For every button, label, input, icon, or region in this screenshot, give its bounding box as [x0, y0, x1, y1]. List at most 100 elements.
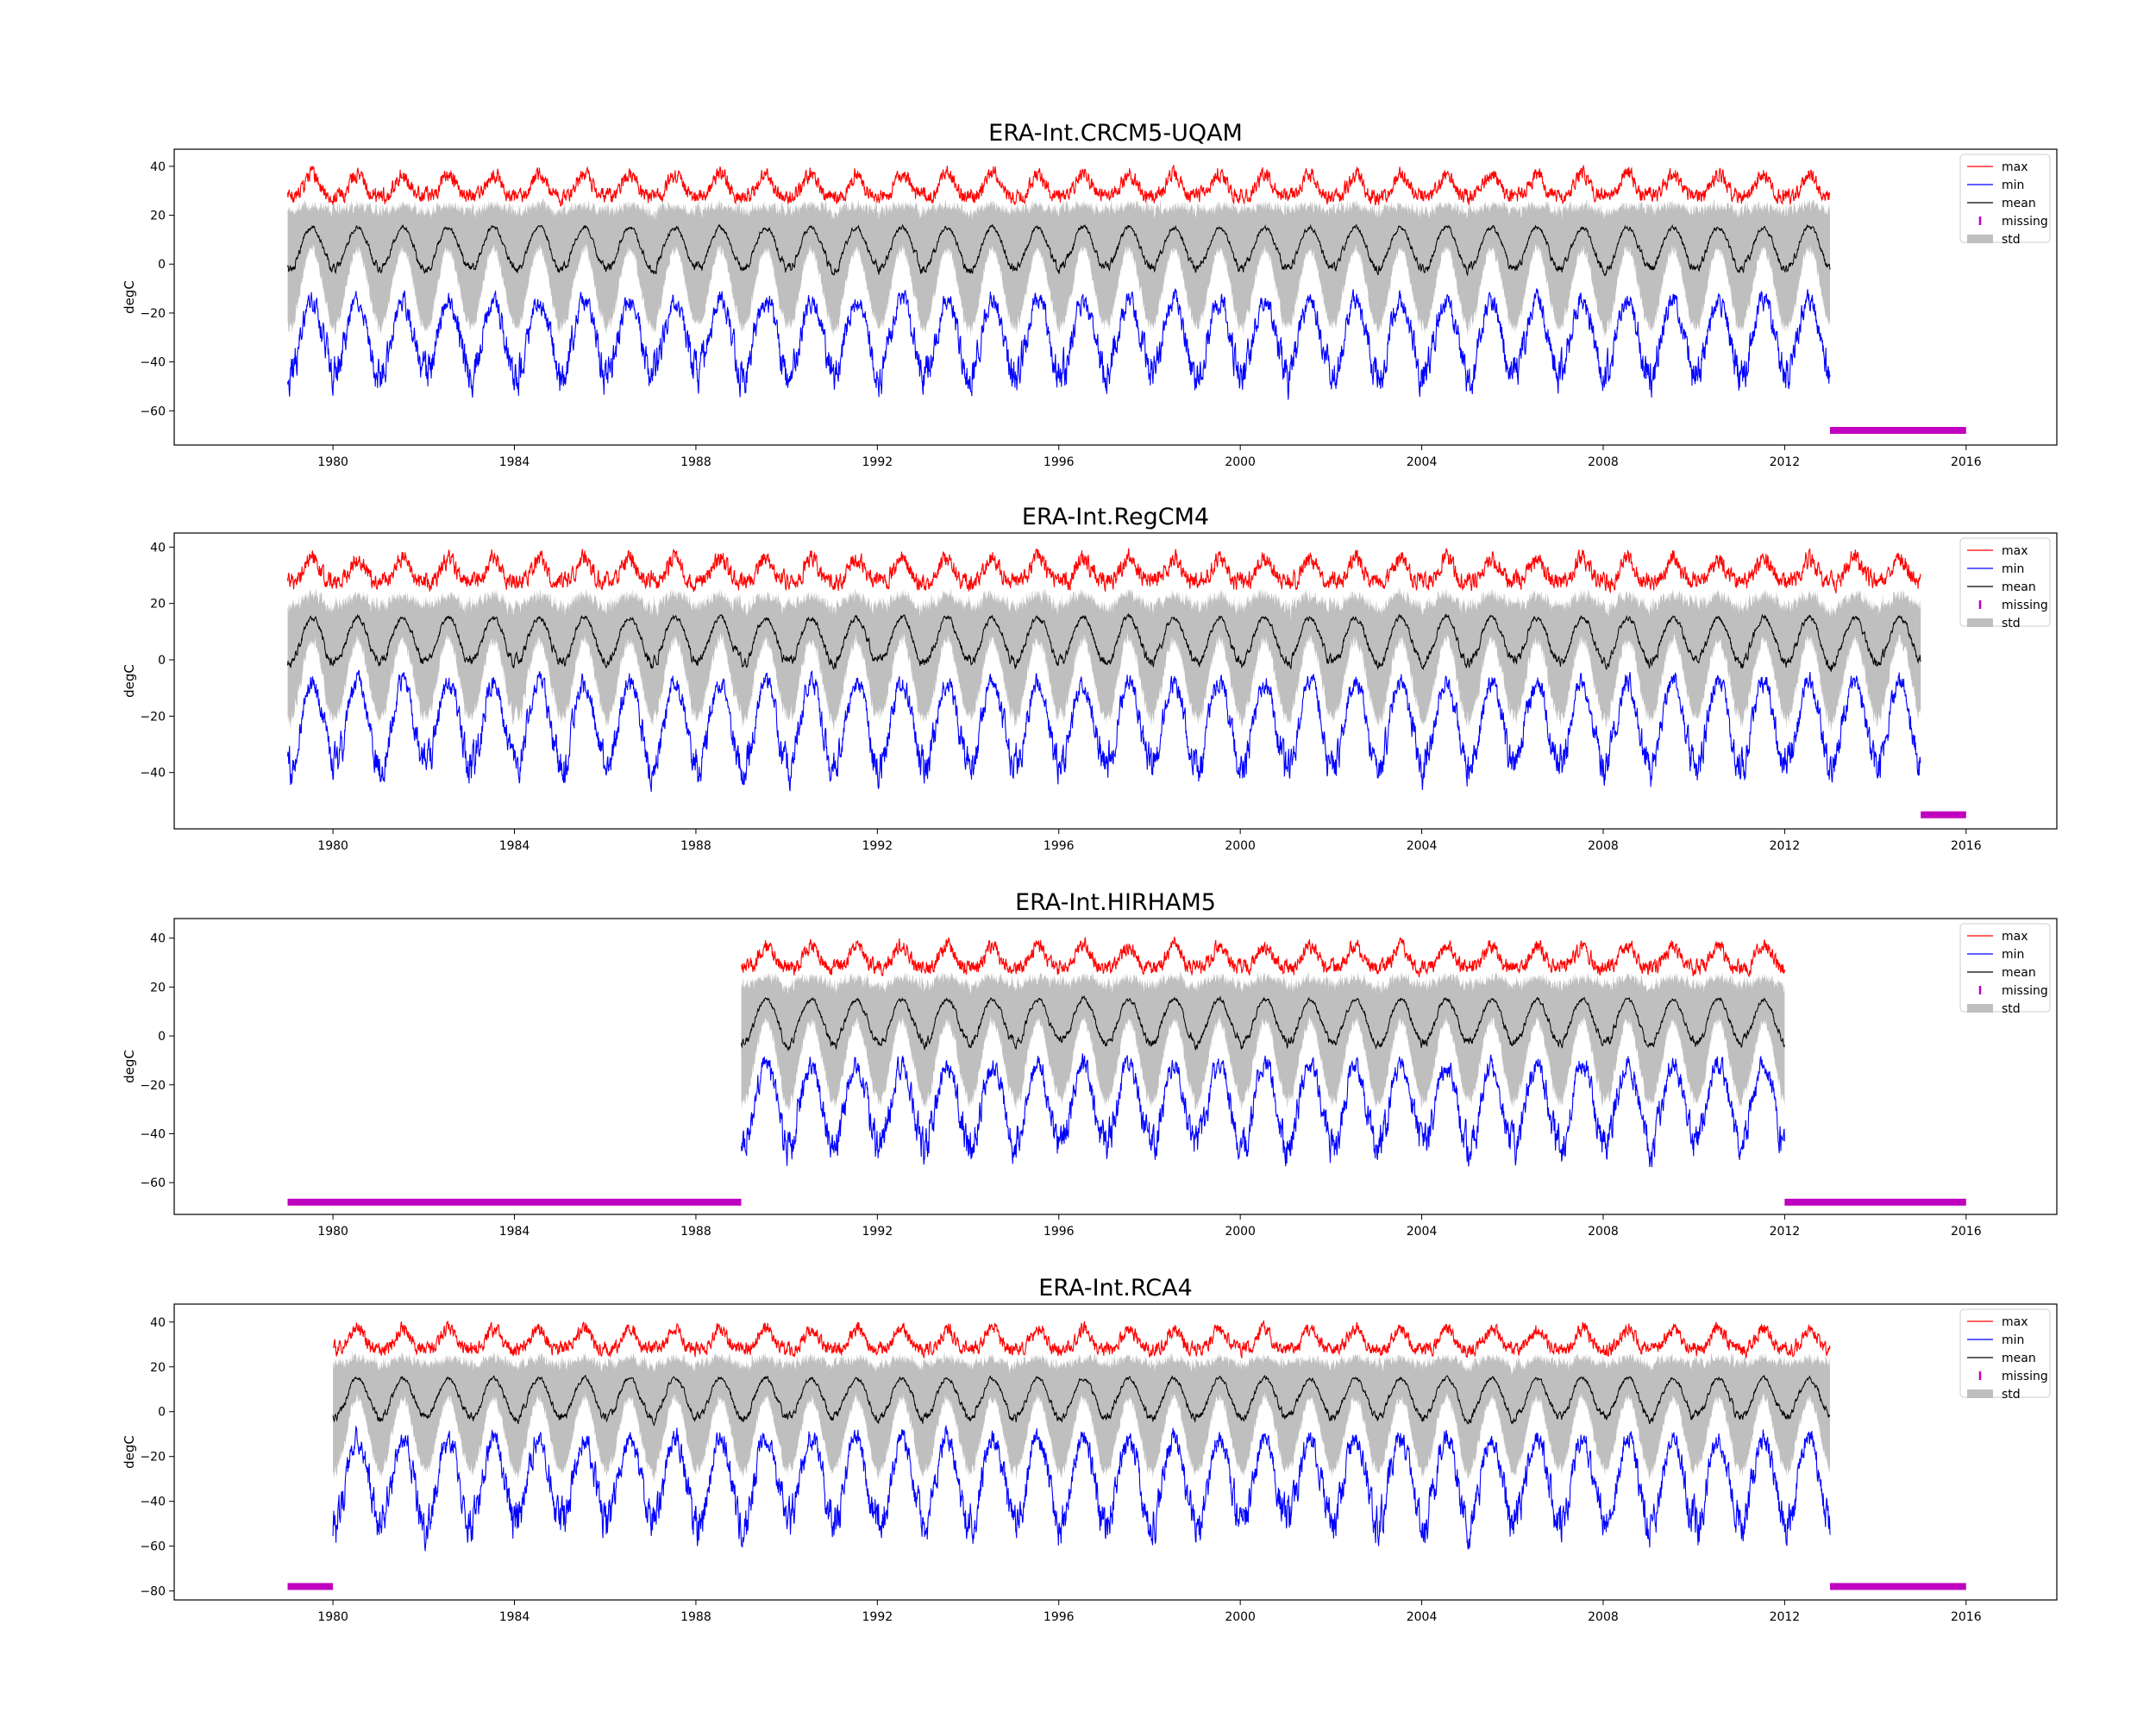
- y-axis-label: degC: [122, 1435, 137, 1469]
- legend-label-mean: mean: [2002, 580, 2036, 594]
- series-min-line: [286, 669, 1921, 793]
- panel-4: ERA-Int.RCA4 degC 40 20 0 −20 −40 −60 −80 1980 198…: [122, 1275, 2058, 1624]
- y-tick-label: −60: [140, 1540, 166, 1554]
- y-tick-label: 0: [158, 654, 166, 668]
- series-mean-line: [287, 223, 1831, 277]
- y-tick-label: −60: [140, 405, 166, 418]
- legend-swatch-std: [1967, 235, 1993, 243]
- y-tick-label: −60: [140, 1176, 166, 1190]
- y-tick-label: 20: [150, 981, 166, 994]
- x-tick-label: 1992: [862, 455, 893, 469]
- x-tick-label: 2012: [1770, 455, 1801, 469]
- series-min-line: [332, 1425, 1831, 1552]
- y-tick-label: −20: [140, 307, 166, 321]
- x-tick-label: 2008: [1588, 455, 1619, 469]
- x-tick-label: 2008: [1588, 1610, 1619, 1624]
- x-tick-label: 1984: [499, 455, 530, 469]
- x-tick-label: 1992: [862, 839, 893, 853]
- legend-label-min: min: [2002, 1333, 2024, 1347]
- missing-bar-1: [287, 1198, 742, 1206]
- y-tick-label: 20: [150, 1361, 166, 1375]
- x-tick-label: 2016: [1951, 455, 1982, 469]
- axes-frame: [173, 1303, 2058, 1601]
- legend-label-max: max: [2002, 160, 2028, 174]
- legend-label-min: min: [2002, 179, 2024, 192]
- x-tick-label: 1996: [1044, 1225, 1075, 1239]
- chart-title: ERA-Int.HIRHAM5: [1015, 889, 1216, 916]
- x-tick-label: 1984: [499, 1225, 530, 1239]
- x-tick-label: 2012: [1770, 1225, 1801, 1239]
- legend-label-min: min: [2002, 948, 2024, 962]
- legend-label-missing: missing: [2002, 599, 2048, 612]
- x-tick-label: 2008: [1588, 1225, 1619, 1239]
- y-tick-label: −20: [140, 710, 166, 724]
- x-tick-label: 2016: [1951, 839, 1982, 853]
- x-tick-label: 2000: [1225, 1610, 1256, 1624]
- chart-title: ERA-Int.CRCM5-UQAM: [988, 120, 1243, 147]
- y-axis-label: degC: [122, 664, 137, 698]
- x-tick-label: 2016: [1951, 1225, 1982, 1239]
- x-tick-label: 1984: [499, 1610, 530, 1624]
- missing-bar-1: [1921, 811, 1966, 819]
- panel-2: ERA-Int.RegCM4 degC 40 20 0 −20 −40 1980 1984 198…: [122, 504, 2058, 853]
- legend-label-mean: mean: [2002, 197, 2036, 210]
- x-tick-label: 1996: [1044, 1610, 1075, 1624]
- y-axis-label: degC: [122, 280, 137, 314]
- legend-label-std: std: [2002, 233, 2021, 247]
- series-max-line: [332, 1320, 1831, 1360]
- x-tick-label: 1988: [680, 1610, 711, 1624]
- legend: max min mean missing std: [1959, 154, 2051, 247]
- y-tick-label: −40: [140, 356, 166, 370]
- legend-label-max: max: [2002, 1315, 2028, 1329]
- x-tick-label: 1980: [317, 1225, 348, 1239]
- series-max-line: [286, 165, 1831, 207]
- y-tick-label: −80: [140, 1585, 166, 1599]
- series-min-line: [740, 1053, 1785, 1168]
- x-tick-label: 1992: [862, 1225, 893, 1239]
- missing-bar-1: [1829, 426, 1966, 434]
- series-std-band: [741, 970, 1785, 1112]
- y-tick-label: 40: [150, 932, 166, 946]
- series-mean-line: [287, 612, 1921, 672]
- legend: max min mean missing std: [1959, 537, 2051, 630]
- legend-box: [1959, 537, 2051, 627]
- y-tick-label: 20: [150, 210, 166, 223]
- x-tick-label: 2000: [1225, 839, 1256, 853]
- legend-label-mean: mean: [2002, 1352, 2036, 1365]
- series-mean-line: [332, 1374, 1831, 1427]
- axes-frame: [173, 918, 2058, 1215]
- chart-title: ERA-Int.RCA4: [1038, 1275, 1193, 1302]
- y-tick-label: 0: [158, 1406, 166, 1420]
- legend-label-missing: missing: [2002, 215, 2048, 229]
- y-tick-label: 40: [150, 160, 166, 174]
- y-tick-label: 40: [150, 541, 166, 555]
- legend-label-max: max: [2002, 544, 2028, 558]
- x-tick-label: 2004: [1407, 1225, 1438, 1239]
- legend-label-std: std: [2002, 1388, 2021, 1402]
- x-tick-label: 1980: [317, 839, 348, 853]
- y-tick-label: −40: [140, 767, 166, 781]
- x-tick-label: 1984: [499, 839, 530, 853]
- legend-label-std: std: [2002, 617, 2021, 630]
- chart-title: ERA-Int.RegCM4: [1022, 504, 1209, 530]
- x-tick-label: 1996: [1044, 839, 1075, 853]
- x-tick-label: 1980: [317, 455, 348, 469]
- legend-swatch-std: [1967, 618, 1993, 627]
- x-tick-label: 1988: [680, 455, 711, 469]
- series-mean-line: [741, 994, 1785, 1052]
- series-std-band: [333, 1351, 1831, 1483]
- legend: max min mean missing std: [1959, 923, 2051, 1016]
- legend-label-max: max: [2002, 930, 2028, 944]
- x-tick-label: 1988: [680, 1225, 711, 1239]
- y-tick-label: −20: [140, 1451, 166, 1465]
- x-tick-label: 2004: [1407, 455, 1438, 469]
- series-max-line: [740, 936, 1785, 978]
- legend-label-min: min: [2002, 562, 2024, 576]
- legend-box: [1959, 154, 2051, 243]
- legend-label-std: std: [2002, 1002, 2021, 1016]
- x-tick-label: 2012: [1770, 1610, 1801, 1624]
- legend-box: [1959, 1308, 2051, 1398]
- legend-swatch-std: [1967, 1004, 1993, 1013]
- legend-label-mean: mean: [2002, 966, 2036, 980]
